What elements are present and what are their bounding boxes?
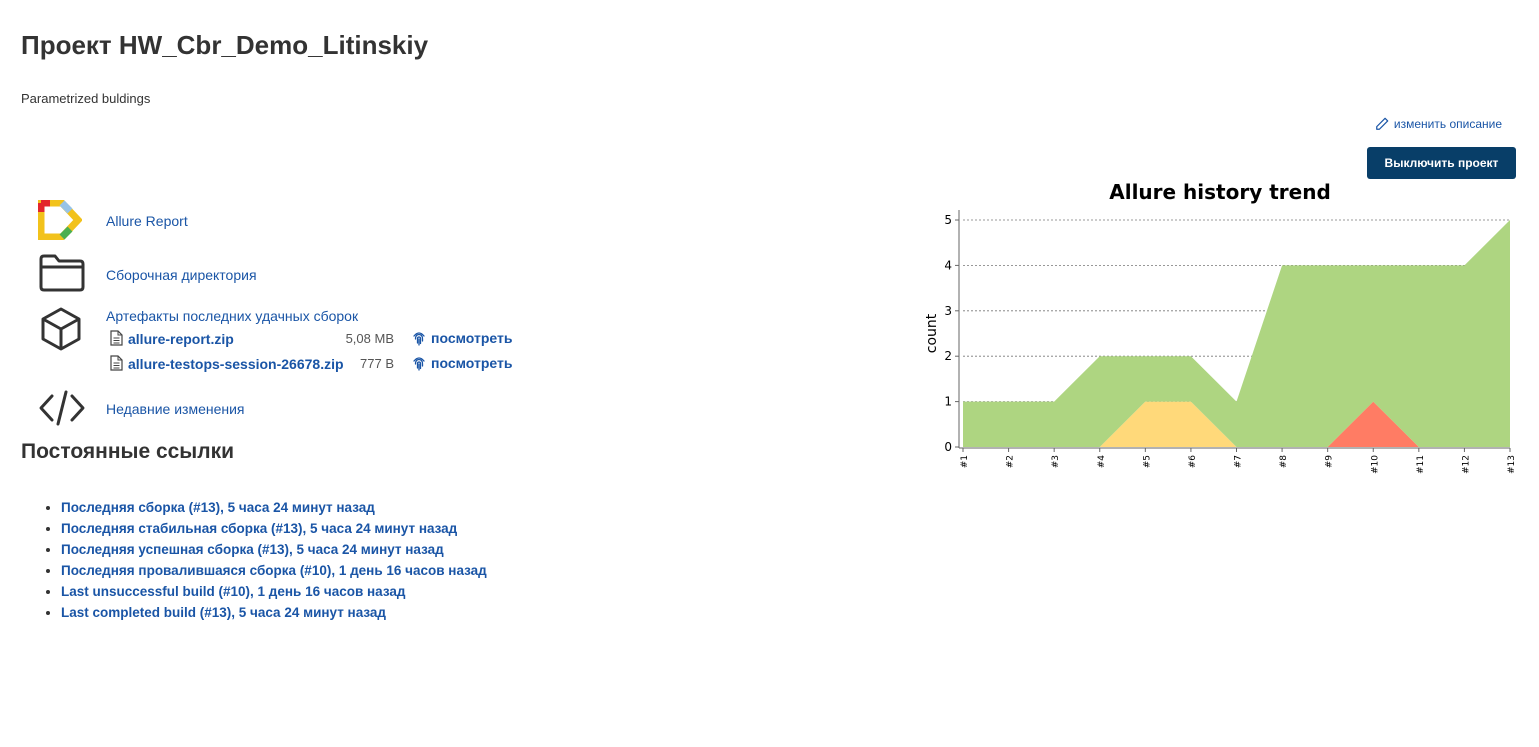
series-area-2 (963, 220, 1510, 447)
permalink-last-stable-build[interactable]: Последняя стабильная сборка (#13), 5 час… (61, 521, 458, 536)
pencil-icon (1376, 117, 1389, 130)
permalinks-title: Постоянные ссылки (21, 440, 235, 463)
disable-project-button[interactable]: Выключить проект (1367, 147, 1516, 179)
artifacts-link[interactable]: Артефакты последних удачных сборок (106, 308, 359, 324)
permalink-last-completed-build[interactable]: Last completed build (#13), 5 часа 24 ми… (61, 605, 386, 620)
permalinks-list: Последняя сборка (#13), 5 часа 24 минут … (21, 497, 487, 623)
x-tick-label: #7 (1234, 455, 1244, 468)
allure-logo-icon (38, 200, 82, 240)
y-tick-label: 0 (944, 440, 952, 454)
package-icon (41, 307, 81, 351)
artifact-view-label: посмотреть (431, 355, 513, 371)
y-axis-label: count (924, 313, 940, 353)
artifact-view-link[interactable]: посмотреть (412, 355, 512, 371)
y-tick-label: 4 (944, 258, 952, 272)
permalink-item: Последняя сборка (#13), 5 часа 24 минут … (61, 497, 487, 518)
fingerprint-icon (413, 357, 425, 371)
y-tick-label: 2 (944, 349, 952, 363)
x-tick-label: #13 (1507, 455, 1517, 474)
permalink-item: Последняя успешная сборка (#13), 5 часа … (61, 539, 487, 560)
permalink-item: Последняя стабильная сборка (#13), 5 час… (61, 518, 487, 539)
artifact-name-link[interactable]: allure-report.zip (128, 331, 234, 347)
page-title: Проект HW_Cbr_Demo_Litinskiy (21, 30, 429, 60)
edit-description-link[interactable]: изменить описание (1375, 117, 1502, 131)
allure-trend-chart-svg: Allure history trend 0 1 2 3 4 5 #1 #2 #3 #4 #5 #6 #7… (924, 180, 1517, 474)
allure-report-link[interactable]: Allure Report (106, 213, 188, 229)
y-tick-label: 3 (944, 304, 952, 318)
workspace-link[interactable]: Сборочная директория (106, 267, 257, 283)
project-description: Parametrized buldings (21, 91, 151, 106)
allure-trend-chart[interactable]: Allure history trend 0 1 2 3 4 5 #1 #2 #3 #4 #5 #6 #7… (920, 175, 1520, 485)
permalink-last-failed-build[interactable]: Последняя провалившаяся сборка (#10), 1 … (61, 563, 487, 578)
recent-changes-link[interactable]: Недавние изменения (106, 401, 245, 417)
y-tick-label: 5 (944, 213, 952, 227)
x-tick-label: #4 (1097, 455, 1107, 469)
x-tick-label: #2 (1006, 455, 1016, 468)
permalink-item: Last completed build (#13), 5 часа 24 ми… (61, 602, 487, 623)
x-tick-label: #5 (1142, 455, 1152, 468)
x-tick-label: #1 (960, 455, 970, 468)
artifact-size: 777 B (360, 356, 394, 371)
code-icon (39, 390, 85, 426)
x-tick-label: #8 (1279, 455, 1289, 469)
artifact-view-link[interactable]: посмотреть (412, 330, 512, 346)
x-tick-label: #9 (1325, 455, 1335, 469)
folder-icon (39, 254, 85, 292)
y-tick-label: 1 (944, 395, 952, 409)
artifact-size: 5,08 MB (345, 331, 394, 346)
chart-title: Allure history trend (1109, 180, 1331, 204)
file-icon (110, 330, 123, 346)
artifact-view-label: посмотреть (431, 330, 513, 346)
file-icon (110, 355, 123, 371)
permalink-last-build[interactable]: Последняя сборка (#13), 5 часа 24 минут … (61, 500, 375, 515)
x-tick-label: #10 (1370, 455, 1380, 474)
edit-description-label: изменить описание (1393, 117, 1502, 131)
x-tick-label: #6 (1188, 455, 1198, 469)
permalink-item: Last unsuccessful build (#10), 1 день 16… (61, 581, 487, 602)
permalink-last-successful-build[interactable]: Последняя успешная сборка (#13), 5 часа … (61, 542, 444, 557)
series-area-0 (963, 401, 1510, 447)
x-tick-label: #3 (1051, 455, 1061, 468)
artifact-name-link[interactable]: allure-testops-session-26678.zip (128, 356, 344, 372)
permalink-last-unsuccessful-build[interactable]: Last unsuccessful build (#10), 1 день 16… (61, 584, 406, 599)
x-tick-label: #11 (1416, 455, 1426, 474)
fingerprint-icon (413, 332, 425, 346)
x-tick-label: #12 (1461, 455, 1471, 474)
permalink-item: Последняя провалившаяся сборка (#10), 1 … (61, 560, 487, 581)
